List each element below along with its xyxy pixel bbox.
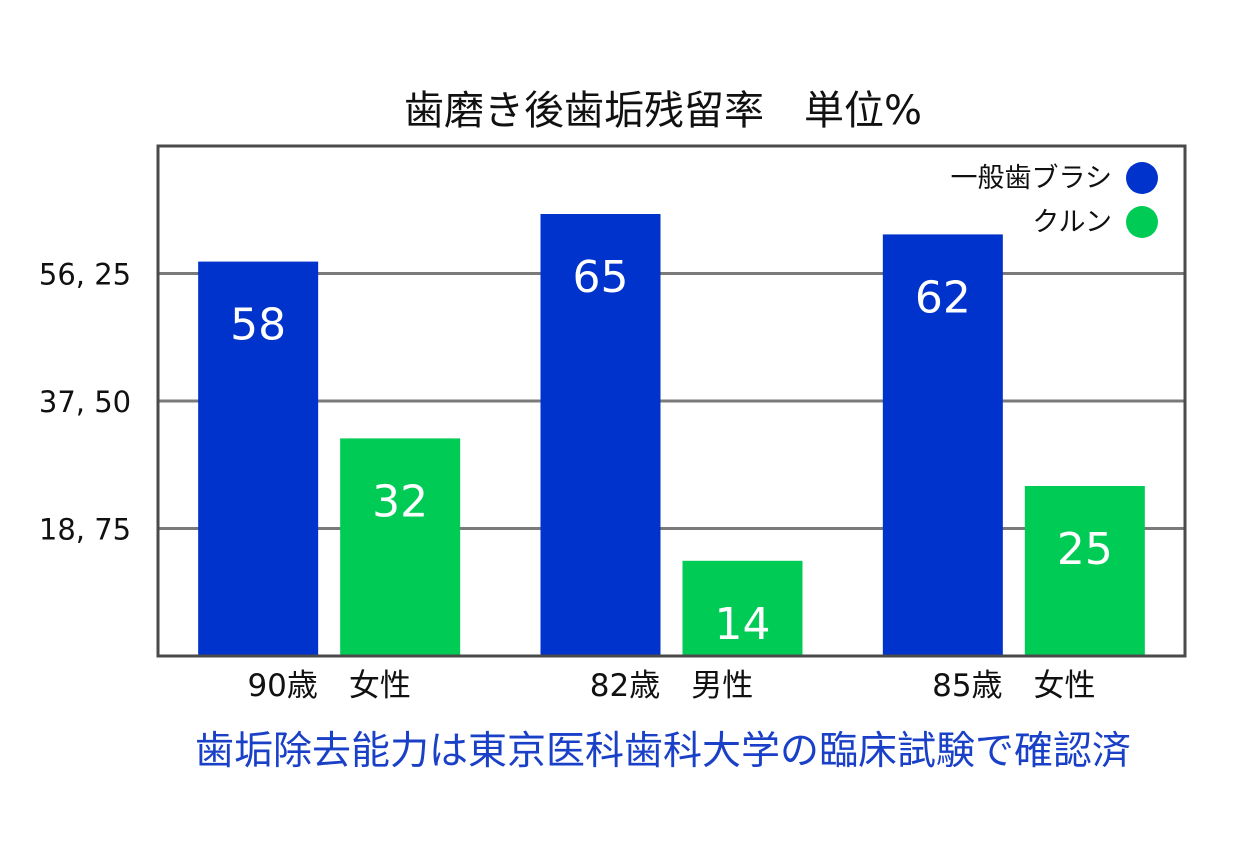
legend-marker <box>1126 162 1158 194</box>
bar <box>198 261 319 656</box>
y-tick-label: 37, 50 <box>39 385 131 419</box>
value-labels: 58 32 65 14 62 25 <box>230 252 1113 650</box>
legend-label: クルン <box>1032 207 1112 238</box>
bar-value-label: 62 <box>915 272 971 323</box>
bar-value-label: 58 <box>230 300 286 351</box>
x-tick-label: 82歳 男性 <box>590 668 753 704</box>
bar-value-label: 32 <box>372 476 428 527</box>
y-axis-ticks: 18, 75 37, 50 56, 25 <box>39 258 131 547</box>
x-axis-labels: 90歳 女性 82歳 男性 85歳 女性 <box>247 668 1095 704</box>
plot-frame <box>156 144 1187 658</box>
bar-value-label: 14 <box>715 599 771 650</box>
bar <box>882 234 1003 656</box>
bar <box>682 560 803 656</box>
y-tick-label: 56, 25 <box>39 258 131 292</box>
bar-value-label: 25 <box>1057 524 1113 575</box>
x-tick-label: 85歳 女性 <box>932 668 1095 704</box>
x-tick-label: 90歳 女性 <box>247 668 410 704</box>
bar <box>540 214 661 656</box>
legend-label: 一般歯ブラシ <box>951 163 1112 194</box>
bar <box>1024 486 1145 656</box>
y-tick-label: 18, 75 <box>39 513 131 547</box>
legend-marker <box>1126 206 1158 238</box>
bars <box>198 214 1145 656</box>
chart-title: 歯磨き後歯垢残留率 単位% <box>404 88 922 134</box>
bar-value-label: 65 <box>573 252 629 303</box>
footnote: 歯垢除去能力は東京医科歯科大学の臨床試験で確認済 <box>195 729 1131 774</box>
bar <box>340 438 461 656</box>
grid-lines <box>158 272 1185 530</box>
